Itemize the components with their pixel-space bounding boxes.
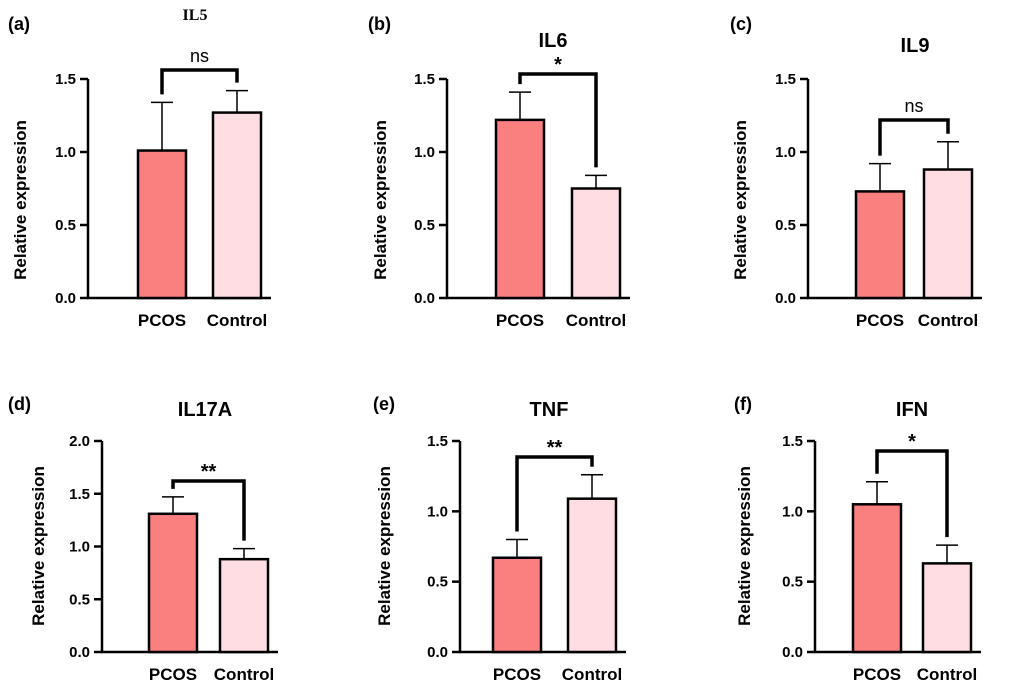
chart-title: IL17A: [178, 399, 232, 421]
panel-label: (e): [373, 394, 395, 414]
chart-panel-5: (e) TNF 0.0 0.5 1.0 1.5 Relative expression PCO…: [373, 394, 626, 684]
y-tick-label: 0.0: [782, 644, 803, 661]
x-category-label: PCOS: [493, 665, 541, 684]
bar-control: [566, 497, 618, 654]
y-axis-label: Relative expression: [735, 466, 754, 626]
significance-bracket: [171, 479, 246, 541]
significance-bracket: [515, 455, 594, 532]
x-category-label: PCOS: [496, 311, 544, 330]
y-tick-label: 1.5: [782, 433, 803, 450]
y-tick-label: 0.5: [427, 574, 448, 591]
chart-title: IL6: [539, 30, 568, 52]
y-tick-label: 1.5: [414, 71, 435, 88]
chart-title: IL9: [901, 35, 930, 57]
x-category-label: Control: [566, 311, 626, 330]
y-axis-label: Relative expression: [375, 466, 394, 626]
chart-panel-2: (b) IL6 0.0 0.5 1.0 1.5 Relative expression PCO…: [368, 14, 630, 330]
panel-label: (a): [8, 14, 30, 34]
significance-label: ns: [904, 96, 923, 116]
y-tick-label: 1.0: [69, 539, 90, 556]
y-tick-label: 2.0: [69, 433, 90, 450]
chart-title: IL5: [183, 7, 208, 24]
y-tick-label: 0.5: [55, 217, 76, 234]
bar-pcos: [851, 503, 903, 654]
y-tick-label: 0.0: [55, 290, 76, 307]
y-tick-label: 1.0: [427, 503, 448, 520]
y-tick-label: 1.5: [775, 71, 796, 88]
chart-panel-1: (a) IL5 0.0 0.5 1.0 1.5 Relative expression PCO…: [8, 7, 271, 330]
significance-label: ns: [190, 46, 209, 66]
x-category-label: Control: [207, 311, 267, 330]
y-axis-label: Relative expression: [371, 120, 390, 280]
bar-pcos: [854, 190, 906, 300]
significance-bracket: [875, 449, 949, 538]
chart-panel-4: (d) IL17A 0.0 0.5 1.0 1.5 2.0 Relative expressi…: [8, 394, 278, 684]
y-tick-label: 1.5: [427, 433, 448, 450]
significance-bracket: [160, 68, 239, 95]
panel-label: (d): [8, 394, 31, 414]
y-tick-label: 1.0: [782, 503, 803, 520]
x-category-label: PCOS: [853, 665, 901, 684]
y-tick-label: 0.0: [69, 644, 90, 661]
chart-title: TNF: [530, 399, 569, 421]
x-category-label: Control: [918, 311, 978, 330]
bar-control: [921, 562, 973, 654]
y-tick-label: 0.0: [775, 290, 796, 307]
x-category-label: PCOS: [856, 311, 904, 330]
y-tick-label: 0.5: [69, 591, 90, 608]
bar-control: [211, 111, 263, 300]
y-axis-label: Relative expression: [11, 120, 30, 280]
significance-label: **: [547, 437, 563, 459]
x-category-label: PCOS: [149, 665, 197, 684]
y-tick-label: 0.0: [427, 644, 448, 661]
bar-pcos: [147, 512, 199, 654]
bar-control: [218, 557, 270, 654]
chart-panel-6: (f) IFN 0.0 0.5 1.0 1.5 Relative expression PCO…: [734, 394, 981, 684]
y-tick-label: 1.0: [414, 144, 435, 161]
panel-label: (c): [730, 14, 752, 34]
bar-control: [922, 168, 974, 300]
x-category-label: Control: [214, 665, 274, 684]
x-category-label: Control: [917, 665, 977, 684]
significance-label: *: [908, 431, 916, 453]
chart-title: IFN: [896, 399, 928, 421]
bar-control: [570, 187, 622, 300]
bar-pcos: [136, 149, 188, 300]
x-category-label: PCOS: [138, 311, 186, 330]
x-category-label: Control: [562, 665, 622, 684]
y-tick-label: 1.5: [55, 71, 76, 88]
y-axis-label: Relative expression: [29, 466, 48, 626]
y-tick-label: 0.0: [414, 290, 435, 307]
y-tick-label: 1.5: [69, 486, 90, 503]
y-tick-label: 1.0: [55, 144, 76, 161]
y-tick-label: 0.5: [782, 574, 803, 591]
bar-pcos: [491, 556, 543, 654]
significance-label: **: [201, 461, 217, 483]
significance-label: *: [554, 54, 562, 76]
significance-bracket: [518, 72, 598, 168]
y-tick-label: 0.5: [414, 217, 435, 234]
y-tick-label: 1.0: [775, 144, 796, 161]
chart-panel-3: (c) IL9 0.0 0.5 1.0 1.5 Relative expression PCO…: [730, 14, 982, 330]
panel-label: (b): [368, 14, 391, 34]
y-axis-label: Relative expression: [731, 120, 750, 280]
y-tick-label: 0.5: [775, 217, 796, 234]
bar-pcos: [494, 118, 546, 300]
panel-label: (f): [734, 394, 752, 414]
significance-bracket: [878, 118, 950, 156]
